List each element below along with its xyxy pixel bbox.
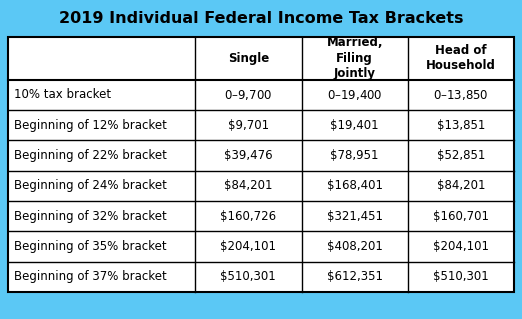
Text: Single: Single [228, 52, 269, 65]
Bar [8, 37, 514, 292]
Text: $84,201: $84,201 [224, 179, 272, 192]
Text: $612,351: $612,351 [327, 270, 383, 283]
Text: $39,476: $39,476 [224, 149, 272, 162]
Text: 10% tax bracket: 10% tax bracket [14, 88, 111, 101]
Text: Beginning of 24% bracket: Beginning of 24% bracket [14, 179, 167, 192]
Text: $0 – $9,700: $0 – $9,700 [224, 88, 272, 102]
Text: $84,201: $84,201 [437, 179, 485, 192]
Text: $160,701: $160,701 [433, 210, 489, 223]
Text: $321,451: $321,451 [327, 210, 383, 223]
Text: $510,301: $510,301 [220, 270, 276, 283]
Text: Beginning of 12% bracket: Beginning of 12% bracket [14, 119, 167, 132]
Text: $9,701: $9,701 [228, 119, 269, 132]
Text: 2019 Individual Federal Income Tax Brackets: 2019 Individual Federal Income Tax Brack… [59, 11, 463, 26]
Text: Married,
Filing
Jointly: Married, Filing Jointly [326, 36, 383, 80]
Text: $168,401: $168,401 [327, 179, 383, 192]
Text: $78,951: $78,951 [330, 149, 379, 162]
Text: $52,851: $52,851 [437, 149, 485, 162]
Text: Beginning of 32% bracket: Beginning of 32% bracket [14, 210, 167, 223]
Text: Beginning of 35% bracket: Beginning of 35% bracket [14, 240, 167, 253]
Text: $0 – $13,850: $0 – $13,850 [433, 88, 489, 102]
Text: $0 – $19,400: $0 – $19,400 [327, 88, 383, 102]
Text: $19,401: $19,401 [330, 119, 379, 132]
Text: $204,101: $204,101 [220, 240, 276, 253]
Text: $13,851: $13,851 [437, 119, 485, 132]
Text: Head of
Household: Head of Household [426, 44, 496, 72]
Text: Beginning of 22% bracket: Beginning of 22% bracket [14, 149, 167, 162]
Text: $204,101: $204,101 [433, 240, 489, 253]
Text: $510,301: $510,301 [433, 270, 489, 283]
Text: $408,201: $408,201 [327, 240, 383, 253]
Text: Beginning of 37% bracket: Beginning of 37% bracket [14, 270, 167, 283]
Text: $160,726: $160,726 [220, 210, 277, 223]
